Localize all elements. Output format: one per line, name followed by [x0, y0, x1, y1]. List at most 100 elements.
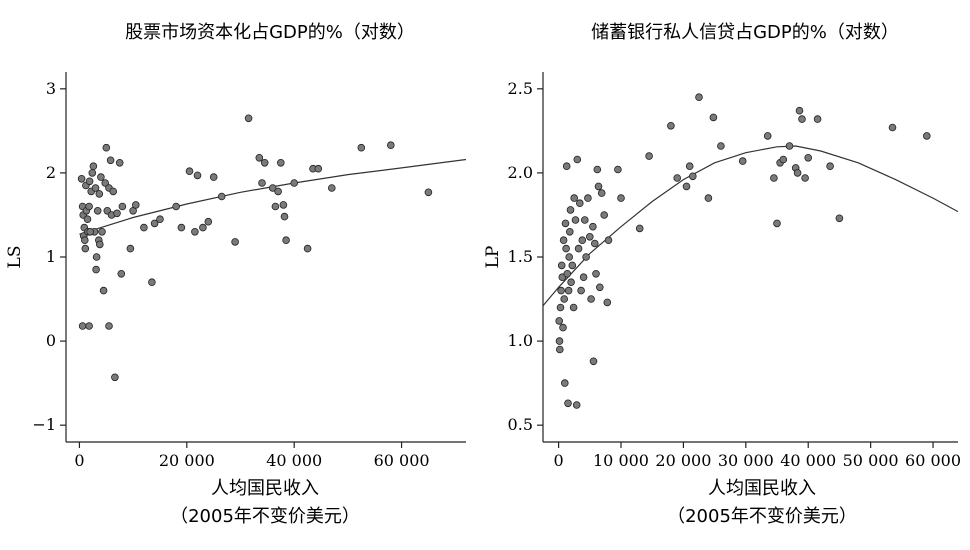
left-data-point	[279, 201, 288, 209]
left-x-axis-label-line1: 人均国民收入	[211, 478, 319, 499]
left-data-point	[85, 177, 94, 186]
right-data-point	[922, 132, 931, 140]
left-data-point	[88, 169, 97, 177]
left-data-point	[290, 179, 299, 187]
right-panel: 储蓄银行私人信贷占GDP的%（对数） LP 人均国民收入 （2005年不变价美元…	[483, 22, 961, 527]
right-data-point	[603, 298, 612, 307]
right-data-point	[563, 269, 572, 278]
right-data-point	[590, 239, 599, 248]
right-data-point	[570, 194, 578, 202]
right-x-axis-label-line1: 人均国民收入	[708, 478, 816, 499]
right-data-point	[564, 286, 573, 295]
right-data-point	[682, 182, 691, 191]
left-x-tick-label: 60 000	[374, 451, 430, 470]
left-data-point	[102, 143, 111, 152]
left-data-point	[424, 188, 433, 197]
left-data-point	[126, 244, 135, 253]
right-data-point	[589, 357, 598, 366]
right-data-point	[574, 244, 583, 253]
right-data-point	[635, 224, 644, 233]
left-y-tick-label: 2	[46, 163, 56, 182]
right-data-point	[738, 157, 747, 165]
right-y-axis-label: LP	[483, 246, 503, 269]
right-x-tick-label: 10 000	[593, 451, 649, 470]
right-data-point	[582, 253, 590, 261]
right-y-tick-label: 1.5	[508, 247, 533, 266]
right-x-tick-label: 60 000	[905, 451, 961, 470]
right-data-point	[573, 155, 582, 164]
left-data-point	[92, 265, 100, 274]
right-y-tick-label: 2.0	[508, 163, 533, 182]
left-data-point	[199, 223, 207, 232]
right-data-point	[804, 154, 812, 162]
left-data-point	[77, 175, 86, 183]
left-fit-curve	[79, 158, 467, 235]
left-data-point	[156, 215, 164, 224]
left-y-tick-label: 0	[46, 331, 56, 350]
right-y-tick-label: 1.0	[508, 331, 533, 350]
left-data-point	[282, 236, 290, 245]
left-data-point	[85, 322, 93, 330]
left-data-point	[231, 238, 239, 246]
right-data-point	[555, 337, 564, 345]
right-data-point	[593, 165, 602, 174]
right-y-ticks: 0.5 1.0 1.5 2.0 2.5	[508, 79, 543, 434]
right-data-point	[560, 295, 568, 303]
right-data-point	[579, 273, 588, 282]
left-data-point	[78, 322, 87, 330]
left-data-point	[83, 215, 92, 224]
left-data-point	[86, 228, 94, 236]
right-x-tick-label: 50 000	[843, 451, 899, 470]
right-data-point	[557, 286, 565, 295]
left-data-point	[113, 209, 121, 218]
left-x-tick-label: 0	[74, 451, 84, 470]
right-data-point	[688, 172, 697, 181]
left-data-point	[303, 244, 312, 253]
right-data-point	[556, 303, 565, 312]
left-data-point	[280, 212, 289, 221]
right-data-point	[835, 214, 844, 223]
right-scatter-points	[555, 93, 931, 409]
right-data-point	[589, 222, 597, 231]
right-data-point	[562, 244, 570, 253]
left-chart-title: 股票市场资本化占GDP的%（对数）	[125, 22, 415, 43]
left-data-point	[111, 373, 119, 382]
left-data-point	[244, 114, 253, 123]
left-data-point	[255, 154, 264, 162]
left-data-point	[106, 156, 115, 165]
right-data-point	[566, 206, 575, 214]
right-data-point	[685, 162, 694, 171]
left-data-point	[105, 322, 113, 330]
left-data-point	[85, 202, 93, 211]
left-data-point	[185, 167, 194, 176]
right-data-point	[614, 165, 622, 174]
left-x-ticks: 0 20 000 40 000 60 000	[74, 442, 430, 470]
right-data-point	[673, 174, 681, 182]
right-data-point	[667, 122, 675, 130]
left-data-point	[148, 278, 156, 287]
left-data-point	[357, 143, 366, 152]
right-data-point	[763, 132, 772, 140]
left-scatter-points	[77, 114, 433, 382]
right-x-tick-label: 40 000	[780, 451, 836, 470]
right-x-axis-label-line2: （2005年不变价美元）	[667, 506, 857, 527]
right-data-point	[559, 323, 567, 332]
left-data-point	[92, 253, 101, 261]
left-data-point	[99, 286, 108, 295]
left-data-point	[271, 202, 280, 211]
left-data-point	[327, 184, 336, 192]
right-data-point	[795, 106, 804, 115]
right-data-point	[798, 115, 806, 123]
left-data-point	[115, 159, 124, 167]
right-data-point	[584, 194, 592, 202]
right-data-point	[557, 261, 566, 270]
left-data-point	[98, 228, 106, 236]
left-data-point	[177, 223, 186, 232]
left-data-point	[109, 187, 117, 196]
right-data-point	[580, 216, 589, 224]
right-y-tick-label: 2.5	[508, 79, 533, 98]
right-data-point	[555, 317, 563, 325]
right-data-point	[555, 345, 564, 354]
right-y-tick-label: 0.5	[508, 415, 533, 434]
left-data-point	[150, 219, 159, 228]
